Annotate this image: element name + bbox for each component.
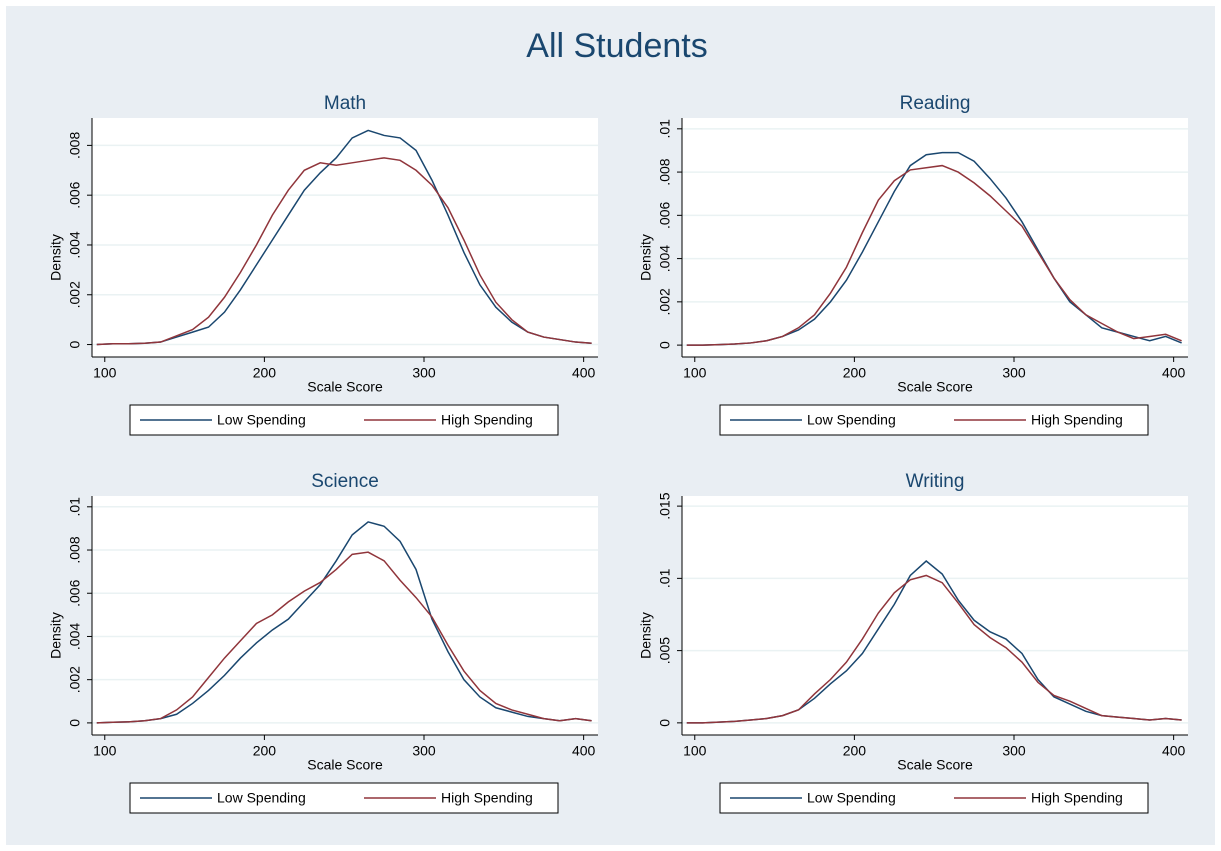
panel-title: Science <box>311 471 379 492</box>
x-tick-label: 300 <box>412 365 436 381</box>
density-line <box>96 521 592 724</box>
x-tick-label: 200 <box>843 743 867 759</box>
y-tick-label: .002 <box>67 666 83 693</box>
x-tick-label: 300 <box>1002 743 1026 759</box>
x-tick-label: 100 <box>683 365 707 381</box>
y-tick-label: .006 <box>67 579 83 606</box>
y-tick-label: 0 <box>657 719 673 727</box>
figure-title: All Students <box>526 27 707 65</box>
legend-label: Low Spending <box>807 790 896 806</box>
panel-title: Reading <box>900 93 971 114</box>
plot-area <box>92 118 598 357</box>
x-tick-label: 400 <box>1162 743 1186 759</box>
y-tick-label: 0 <box>67 719 83 727</box>
y-tick-label: .005 <box>657 637 673 664</box>
x-tick-label: 200 <box>843 365 867 381</box>
x-axis-label: Scale Score <box>307 757 383 773</box>
density-line <box>96 551 592 724</box>
x-tick-label: 100 <box>683 743 707 759</box>
y-tick-label: .004 <box>657 245 673 272</box>
y-axis-label: Density <box>48 234 64 281</box>
x-tick-label: 400 <box>572 743 596 759</box>
y-tick-label: .015 <box>657 492 673 519</box>
x-tick-label: 200 <box>253 743 277 759</box>
x-tick-label: 300 <box>412 743 436 759</box>
legend-label: High Spending <box>1031 790 1123 806</box>
density-line <box>96 157 592 346</box>
legend-label: High Spending <box>441 790 533 806</box>
y-tick-label: .008 <box>657 158 673 185</box>
y-tick-label: .008 <box>67 536 83 563</box>
y-tick-label: 0 <box>67 340 83 348</box>
plot-area <box>682 496 1188 735</box>
x-tick-label: 100 <box>93 365 117 381</box>
y-tick-label: .004 <box>67 623 83 650</box>
x-tick-label: 300 <box>1002 365 1026 381</box>
panel-title: Writing <box>906 471 965 492</box>
y-axis-label: Density <box>48 612 64 659</box>
y-tick-label: .01 <box>67 497 83 517</box>
y-axis-label: Density <box>638 234 654 281</box>
legend-label: Low Spending <box>217 412 306 428</box>
density-line <box>686 574 1182 724</box>
x-axis-label: Scale Score <box>897 379 973 395</box>
legend-label: High Spending <box>1031 412 1123 428</box>
panel-title: Math <box>324 93 366 114</box>
y-tick-label: .004 <box>67 231 83 258</box>
x-tick-label: 400 <box>1162 365 1186 381</box>
density-line <box>96 129 592 346</box>
y-tick-label: .006 <box>67 181 83 208</box>
legend-label: Low Spending <box>217 790 306 806</box>
y-tick-label: .01 <box>657 119 673 139</box>
plot-area <box>682 118 1188 357</box>
y-tick-label: .008 <box>67 132 83 159</box>
y-tick-label: 0 <box>657 341 673 349</box>
x-tick-label: 200 <box>253 365 277 381</box>
y-tick-label: .002 <box>657 288 673 315</box>
x-tick-label: 100 <box>93 743 117 759</box>
y-tick-label: .01 <box>657 568 673 588</box>
y-tick-label: .006 <box>657 201 673 228</box>
x-axis-label: Scale Score <box>307 379 383 395</box>
density-line <box>686 164 1182 346</box>
legend-label: High Spending <box>441 412 533 428</box>
y-axis-label: Density <box>638 612 654 659</box>
y-tick-label: .002 <box>67 281 83 308</box>
plot-area <box>92 496 598 735</box>
x-axis-label: Scale Score <box>897 757 973 773</box>
legend-label: Low Spending <box>807 412 896 428</box>
x-tick-label: 400 <box>572 365 596 381</box>
